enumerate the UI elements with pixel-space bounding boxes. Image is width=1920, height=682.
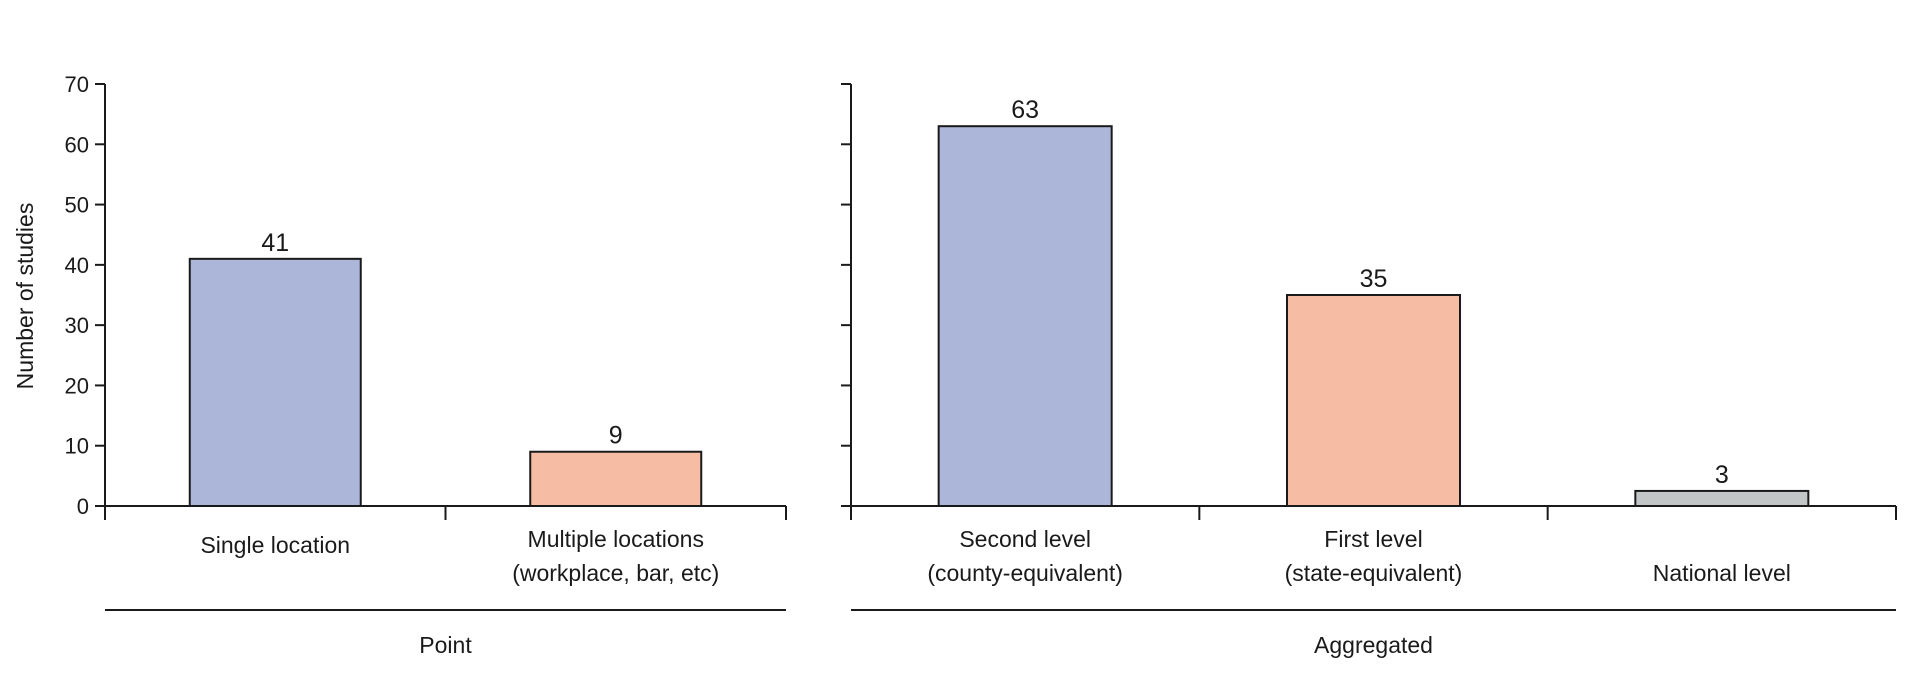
group-label: Point xyxy=(419,632,472,658)
category-label: National level xyxy=(1653,560,1791,586)
y-tick-label: 50 xyxy=(65,193,89,218)
bar xyxy=(529,450,703,507)
category-label: Multiple locations xyxy=(528,526,704,552)
y-tick-label: 30 xyxy=(65,313,89,338)
category-label: First level xyxy=(1324,526,1422,552)
y-tick-label: 0 xyxy=(77,494,89,519)
bar-value-label: 35 xyxy=(1360,265,1388,293)
category-label: Second level xyxy=(959,526,1091,552)
category-label: (county-equivalent) xyxy=(927,560,1123,586)
bar-value-label: 3 xyxy=(1715,461,1729,489)
y-tick-label: 10 xyxy=(65,434,89,459)
category-label: (state-equivalent) xyxy=(1285,560,1463,586)
bar xyxy=(188,257,362,508)
bar-value-label: 63 xyxy=(1011,96,1039,124)
y-tick-label: 70 xyxy=(65,72,89,97)
bar xyxy=(1286,294,1461,507)
bar xyxy=(937,125,1113,507)
category-label: (workplace, bar, etc) xyxy=(512,560,719,586)
y-axis-title: Number of studies xyxy=(12,203,38,390)
bar xyxy=(1634,489,1810,507)
y-tick-label: 60 xyxy=(65,132,89,157)
bar-value-label: 9 xyxy=(609,422,623,450)
category-label: Single location xyxy=(200,532,350,558)
y-tick-label: 40 xyxy=(65,253,89,278)
y-tick-label: 20 xyxy=(65,373,89,398)
bar-value-label: 41 xyxy=(261,229,289,257)
group-label: Aggregated xyxy=(1314,632,1433,658)
